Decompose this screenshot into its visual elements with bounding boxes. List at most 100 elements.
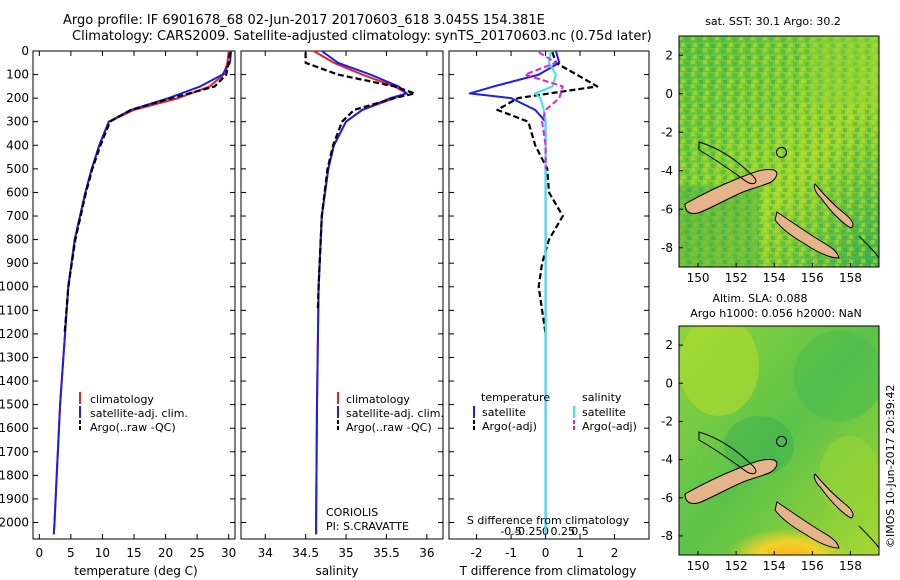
x-tick-label: 150 (687, 271, 710, 285)
x-tick-label: 5 (67, 546, 75, 560)
s-tick-label: -0.5 (500, 525, 521, 538)
y-tick-label: -2 (661, 414, 673, 428)
argo-float-marker (776, 435, 787, 447)
y-tick-label: 0 (21, 44, 29, 58)
t-difference-label: T difference from climatology (459, 564, 637, 578)
series-line-satellite-adj-clim- (315, 50, 408, 535)
series-line-argo-raw-qc- (63, 52, 231, 334)
s-difference-label: S difference from climatology (467, 514, 630, 527)
difference-axes-frame (448, 50, 650, 540)
temperature-legend: climatology satellite-adj. clim. Argo(..… (79, 392, 188, 434)
series-line-salinity-argo-adj- (523, 51, 564, 169)
y-tick-label: -8 (661, 529, 673, 543)
legend-climatology-label: climatology (90, 393, 154, 406)
x-tick-label: 34 (258, 546, 273, 560)
y-tick-label: 0 (665, 87, 673, 101)
difference-legend: temperature salinity satellite Argo(-adj… (473, 391, 637, 433)
legend-argo-label: Argo(..raw -QC) (90, 421, 176, 434)
legend-argo-label: Argo(..raw -QC) (346, 421, 432, 434)
x-tick-label: 1 (576, 546, 584, 560)
y-tick-label: 2000 (0, 515, 29, 529)
y-tick-label: -8 (661, 241, 673, 255)
x-tick-label: 34.5 (292, 546, 319, 560)
y-tick-label: 300 (6, 115, 29, 129)
argo-float-marker (776, 146, 787, 158)
s-tick-label: -0.25 (514, 525, 542, 538)
x-tick-label: 152 (725, 271, 748, 285)
sla-map-ticks: 150 152 154 156 158 2 0 -2 -4 -6 -8 (661, 338, 862, 573)
sla-map-frame (678, 325, 880, 556)
header-line-1: Argo profile: IF 6901678_68 02-Jun-2017 … (63, 13, 545, 28)
legend-salinity-heading: salinity (582, 391, 622, 404)
y-tick-label: -4 (661, 164, 673, 178)
salinity-axis-ticks: 34 34.5 35 35.5 36 (241, 50, 443, 560)
legend-s-satellite-label: satellite (582, 406, 626, 419)
x-tick-label: 30 (221, 546, 236, 560)
y-tick-label: 800 (6, 233, 29, 247)
x-tick-label: 156 (801, 271, 824, 285)
y-tick-label: 600 (6, 185, 29, 199)
legend-temperature-heading: temperature (481, 391, 550, 404)
salinity-series (304, 50, 416, 535)
y-tick-label: 1900 (0, 492, 29, 506)
x-tick-label: 0 (542, 546, 550, 560)
salinity-profile-panel: 34 34.5 35 35.5 36 salinity climatology sate… (240, 50, 444, 578)
y-tick-label: 1600 (0, 421, 29, 435)
x-tick-label: 25 (189, 546, 204, 560)
legend-satellite-label: satellite-adj. clim. (346, 407, 444, 420)
temperature-profile-panel: 0 5 10 15 20 25 300100200300400500600700800900… (0, 44, 236, 578)
y-tick-label: -6 (661, 202, 673, 216)
x-tick-label: 150 (687, 559, 710, 573)
sla-map-title-1: Altim. SLA: 0.088 (712, 292, 807, 305)
y-tick-label: 900 (6, 256, 29, 270)
x-tick-label: 36 (419, 546, 434, 560)
x-tick-label: 35 (338, 546, 353, 560)
series-line-temperature-argo-adj- (496, 51, 599, 335)
y-tick-label: 1100 (0, 303, 29, 317)
temperature-axes-frame (32, 50, 236, 540)
pi-label: PI: S.CRAVATTE (326, 520, 409, 533)
temperature-series (52, 50, 233, 535)
y-tick-label: 2 (665, 338, 673, 352)
x-tick-label: 156 (801, 559, 824, 573)
sla-map-image (679, 326, 879, 555)
sst-map-frame (678, 35, 880, 268)
sst-map-ticks: 150 152 154 156 158 2 0 -2 -4 -6 -8 (661, 48, 862, 285)
y-tick-label: 1500 (0, 398, 29, 412)
sst-map-image (679, 36, 879, 267)
x-tick-label: 15 (126, 546, 141, 560)
x-tick-label: 158 (839, 559, 862, 573)
x-tick-label: -1 (505, 546, 517, 560)
y-tick-label: -2 (661, 125, 673, 139)
data-center-label: CORIOLIS (326, 506, 378, 519)
y-tick-label: 0 (665, 376, 673, 390)
series-line-salinity-satellite (534, 50, 557, 535)
series-line-argo-raw-qc- (304, 52, 416, 311)
x-tick-label: 152 (725, 559, 748, 573)
y-tick-label: 1800 (0, 468, 29, 482)
y-tick-label: 700 (6, 209, 29, 223)
imos-timestamp: ©IMOS 10-Jun-2017 20:39:42 (884, 384, 897, 548)
salinity-xlabel: salinity (315, 564, 358, 578)
x-tick-label: 154 (763, 271, 786, 285)
salinity-legend: climatology satellite-adj. clim. Argo(..… (337, 392, 444, 434)
x-tick-label: 0 (35, 546, 43, 560)
sst-map-panel: sat. SST: 30.1 Argo: 30.2 150 152 154 156 15… (661, 15, 880, 285)
difference-profile-panel: -2 -1 0 1 2-0.5-0.25 0 0.250.5 S difference fr… (448, 50, 650, 578)
temperature-axis-ticks: 0 5 10 15 20 25 300100200300400500600700800900… (0, 44, 236, 560)
y-tick-label: 1200 (0, 327, 29, 341)
y-tick-label: 200 (6, 91, 29, 105)
y-tick-label: 1400 (0, 374, 29, 388)
s-tick-label: 0.25 (551, 525, 576, 538)
y-tick-label: 1000 (0, 280, 29, 294)
difference-series (468, 50, 599, 535)
header-line-2: Climatology: CARS2009. Satellite-adjuste… (72, 29, 652, 44)
temperature-xlabel: temperature (deg C) (74, 564, 197, 578)
legend-t-satellite-label: satellite (482, 406, 526, 419)
y-tick-label: 1300 (0, 350, 29, 364)
legend-t-argo-label: Argo(-adj) (482, 420, 537, 433)
salinity-axes-frame (240, 50, 444, 540)
x-tick-label: 154 (763, 559, 786, 573)
x-tick-label: 35.5 (373, 546, 400, 560)
